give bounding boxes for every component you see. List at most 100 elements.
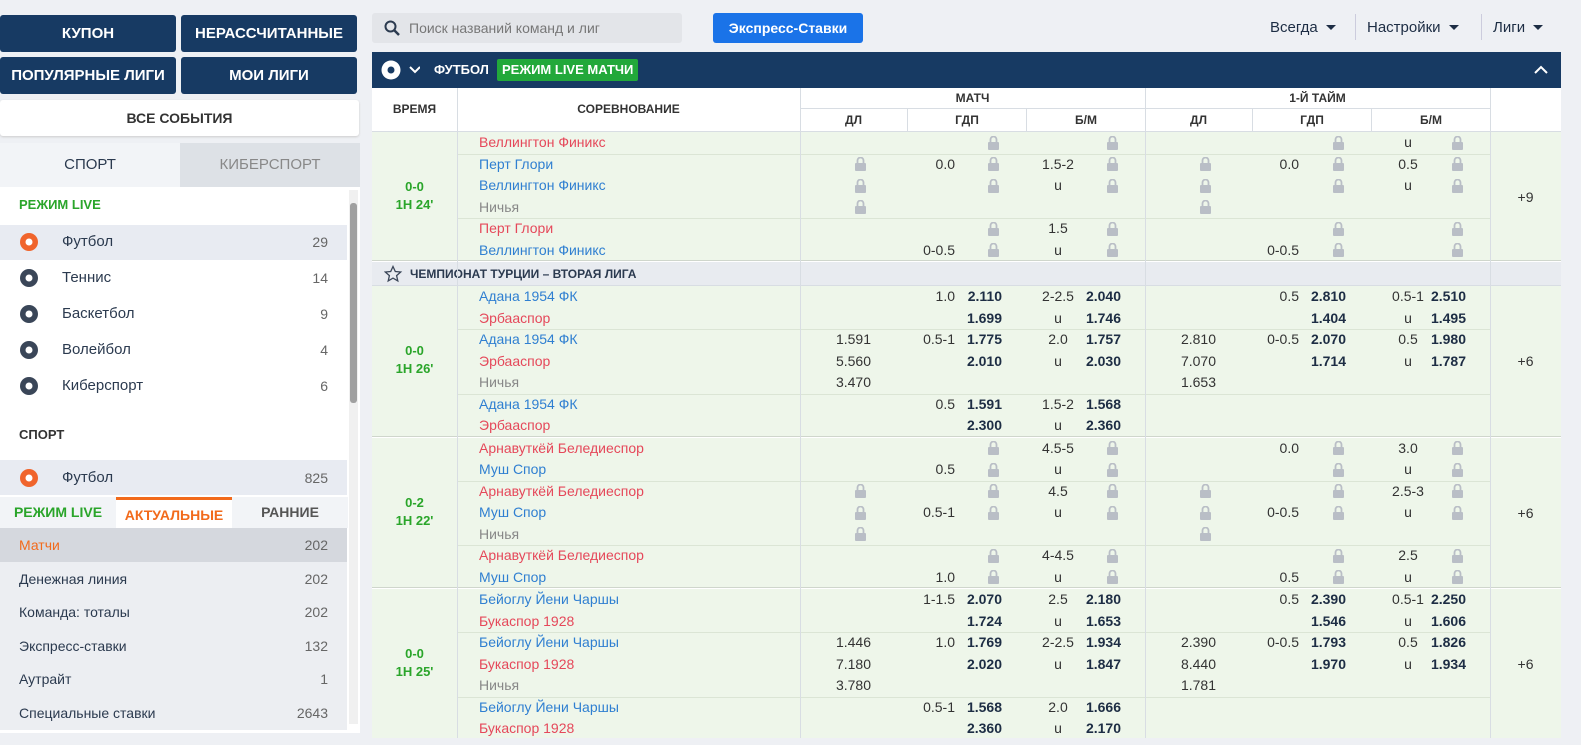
sport-tab[interactable]: СПОРТ bbox=[0, 143, 180, 187]
odds[interactable]: 1.781 bbox=[1180, 677, 1216, 693]
sport-name[interactable]: Волейбол bbox=[62, 341, 131, 358]
team-name[interactable]: Эрбааспор bbox=[479, 417, 551, 433]
team-name[interactable]: Арнавуткёй Беледиеспор bbox=[479, 547, 644, 563]
odds[interactable]: 2.810 bbox=[1310, 288, 1346, 304]
sport-name[interactable]: Футбол bbox=[62, 469, 114, 486]
odds[interactable]: 1.606 bbox=[1430, 612, 1466, 629]
odds[interactable]: 1.847 bbox=[1085, 655, 1121, 672]
more-markets[interactable]: +6 bbox=[1517, 656, 1534, 673]
odds[interactable]: 2.010 bbox=[966, 352, 1002, 369]
odds[interactable]: 7.070 bbox=[1180, 352, 1216, 369]
more-markets[interactable]: +6 bbox=[1517, 504, 1534, 521]
odds[interactable]: 5.560 bbox=[835, 352, 871, 369]
search-box[interactable]: Поиск названий команд и лиг bbox=[372, 13, 682, 43]
odds[interactable]: 1.568 bbox=[1085, 395, 1121, 412]
odds[interactable]: 1.934 bbox=[1430, 655, 1466, 672]
toolbar-menu[interactable]: Настройки bbox=[1367, 19, 1441, 36]
team-name[interactable]: Арнавуткёй Беледиеспор bbox=[479, 439, 644, 456]
odds[interactable]: 1.970 bbox=[1310, 655, 1346, 672]
team-name[interactable]: Эрбааспор bbox=[479, 352, 551, 369]
express-button[interactable]: Экспресс-Ставки bbox=[713, 13, 863, 43]
odds[interactable]: 1.446 bbox=[835, 634, 871, 650]
odds[interactable]: 1.746 bbox=[1085, 309, 1121, 326]
odds[interactable]: 1.404 bbox=[1310, 309, 1346, 326]
team-name[interactable]: Адана 1954 ФК bbox=[479, 395, 578, 412]
odds[interactable]: 1.793 bbox=[1310, 634, 1346, 650]
all-events-button[interactable]: ВСЕ СОБЫТИЯ bbox=[0, 100, 359, 136]
odds[interactable]: 1.757 bbox=[1085, 331, 1121, 347]
odds[interactable]: 1.546 bbox=[1310, 612, 1346, 629]
odds[interactable]: 2.360 bbox=[966, 720, 1002, 736]
odds[interactable]: 1.699 bbox=[966, 309, 1002, 326]
odds[interactable]: 1.591 bbox=[835, 331, 871, 347]
scrollbar-thumb[interactable] bbox=[350, 203, 357, 403]
team-name[interactable]: Ничья bbox=[479, 198, 520, 215]
nav-button[interactable]: МОИ ЛИГИ bbox=[181, 57, 357, 94]
odds[interactable]: 1.568 bbox=[966, 698, 1002, 715]
team-name[interactable]: Букаспор 1928 bbox=[479, 655, 575, 672]
team-name[interactable]: Бейоглу Йени Чаршы bbox=[479, 634, 619, 650]
team-name[interactable]: Арнавуткёй Беледиеспор bbox=[479, 482, 644, 499]
odds[interactable]: 1.591 bbox=[966, 395, 1002, 412]
odds[interactable]: 3.470 bbox=[835, 374, 871, 390]
team-name[interactable]: Муш Спор bbox=[479, 461, 547, 477]
odds[interactable]: 2.250 bbox=[1430, 591, 1466, 607]
odds[interactable]: 2.510 bbox=[1430, 288, 1466, 304]
odds[interactable]: 2.390 bbox=[1310, 591, 1346, 607]
odds[interactable]: 3.780 bbox=[835, 677, 871, 693]
odds[interactable]: 8.440 bbox=[1180, 655, 1216, 672]
odds[interactable]: 1.826 bbox=[1430, 634, 1466, 650]
team-name[interactable]: Адана 1954 ФК bbox=[479, 331, 578, 347]
nav-button[interactable]: КУПОН bbox=[0, 15, 176, 52]
market-name[interactable]: Аутрайт bbox=[19, 671, 72, 688]
odds[interactable]: 2.360 bbox=[1085, 417, 1121, 433]
sport-name[interactable]: Баскетбол bbox=[62, 305, 135, 322]
sport-name[interactable]: Футбол bbox=[62, 233, 114, 250]
odds[interactable]: 1.724 bbox=[966, 612, 1002, 629]
odds[interactable]: 7.180 bbox=[835, 655, 871, 672]
odds[interactable]: 1.666 bbox=[1085, 698, 1121, 715]
more-markets[interactable]: +6 bbox=[1517, 353, 1534, 370]
odds[interactable]: 2.070 bbox=[1310, 331, 1346, 347]
toolbar-menu[interactable]: Лиги bbox=[1493, 19, 1526, 36]
scrollbar[interactable] bbox=[349, 190, 358, 724]
team-name[interactable]: Букаспор 1928 bbox=[479, 612, 575, 629]
collapse-icon[interactable] bbox=[1534, 64, 1548, 76]
team-name[interactable]: Веллингтон Финикс bbox=[479, 134, 606, 150]
odds[interactable]: 2.390 bbox=[1180, 634, 1216, 650]
odds[interactable]: 1.787 bbox=[1430, 352, 1466, 369]
odds[interactable]: 2.020 bbox=[966, 655, 1002, 672]
market-name[interactable]: Экспресс-ставки bbox=[19, 637, 127, 654]
nav-button[interactable]: НЕРАССЧИТАННЫЕ bbox=[181, 15, 357, 52]
market-name[interactable]: Специальные ставки bbox=[19, 705, 156, 721]
odds[interactable]: 2.810 bbox=[1180, 331, 1216, 347]
mode-tab[interactable]: РЕЖИМ LIVE bbox=[0, 497, 116, 528]
team-name[interactable]: Перт Глори bbox=[479, 155, 554, 172]
odds[interactable]: 2.110 bbox=[967, 288, 1002, 304]
odds[interactable]: 2.300 bbox=[966, 417, 1002, 433]
odds[interactable]: 2.180 bbox=[1085, 591, 1121, 607]
sport-tab[interactable]: КИБЕРСПОРТ bbox=[180, 143, 360, 187]
odds[interactable]: 2.030 bbox=[1085, 352, 1121, 369]
market-name[interactable]: Денежная линия bbox=[19, 570, 128, 587]
odds[interactable]: 1.495 bbox=[1430, 309, 1466, 326]
market-name[interactable]: Команда: тоталы bbox=[19, 604, 130, 621]
team-name[interactable]: Букаспор 1928 bbox=[479, 720, 575, 736]
team-name[interactable]: Адана 1954 ФК bbox=[479, 288, 578, 304]
nav-button[interactable]: ПОПУЛЯРНЫЕ ЛИГИ bbox=[0, 57, 176, 94]
odds[interactable]: 1.980 bbox=[1430, 331, 1466, 347]
odds[interactable]: 1.775 bbox=[966, 331, 1002, 347]
team-name[interactable]: Бейоглу Йени Чаршы bbox=[479, 591, 619, 607]
team-name[interactable]: Эрбааспор bbox=[479, 309, 551, 326]
mode-tab[interactable]: АКТУАЛЬНЫЕ bbox=[116, 497, 232, 528]
sport-name[interactable]: Киберспорт bbox=[62, 377, 144, 394]
team-name[interactable]: Веллингтон Финикс bbox=[479, 177, 606, 193]
team-name[interactable]: Бейоглу Йени Чаршы bbox=[479, 698, 619, 715]
team-name[interactable]: Ничья bbox=[479, 374, 520, 390]
odds[interactable]: 1.653 bbox=[1180, 374, 1216, 390]
odds[interactable]: 1.714 bbox=[1310, 352, 1346, 369]
odds[interactable]: 1.653 bbox=[1085, 612, 1121, 629]
sport-name[interactable]: Теннис bbox=[62, 269, 112, 286]
odds[interactable]: 2.070 bbox=[966, 591, 1002, 607]
team-name[interactable]: Перт Глори bbox=[479, 220, 554, 236]
